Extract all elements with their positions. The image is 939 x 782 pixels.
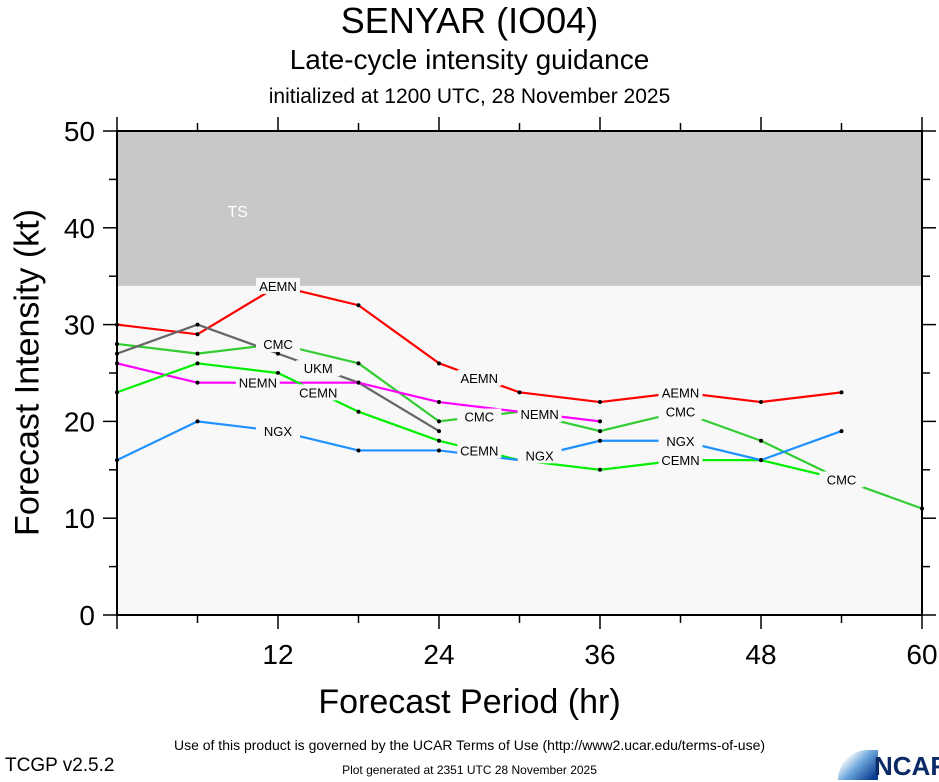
series-label-bg	[457, 369, 502, 386]
series-label: CMC	[464, 410, 494, 425]
data-point	[839, 390, 844, 395]
data-point	[598, 429, 602, 434]
data-point	[115, 341, 119, 346]
data-point	[437, 429, 441, 434]
series-label-bg	[256, 335, 300, 352]
series-label: AEMN	[259, 279, 297, 294]
data-point	[356, 448, 361, 453]
series-label-bg	[296, 360, 341, 377]
data-point	[195, 361, 200, 366]
data-point	[437, 419, 441, 424]
x-tick-label: 48	[745, 639, 776, 670]
plot-frame	[116, 130, 923, 616]
series-label: NEMN	[239, 376, 277, 391]
series-label: NGX	[264, 424, 293, 439]
series-labels: AEMN AEMN AEMN CMC CMC CMC CMC UKM NEMN NEMN CEMN C…	[235, 277, 864, 488]
series-label: AEMN	[460, 371, 498, 386]
data-point	[195, 322, 200, 327]
version-text: TCGP v2.5.2	[5, 755, 115, 776]
x-tick-label: 12	[262, 639, 293, 670]
series-label-bg	[517, 406, 562, 423]
data-point	[839, 429, 844, 434]
data-point	[356, 303, 361, 308]
generated-text: Plot generated at 2351 UTC 28 November 2…	[342, 763, 597, 777]
data-point	[517, 390, 522, 395]
data-point	[598, 419, 602, 424]
series-label: CMC	[666, 405, 696, 420]
data-point	[115, 361, 119, 366]
x-tick-label: 36	[584, 639, 615, 670]
data-point	[356, 409, 361, 414]
series-label-bg	[296, 384, 341, 401]
series-label: CEMN	[299, 385, 337, 400]
y-tick-label: 20	[64, 406, 95, 437]
series-label: AEMN	[662, 385, 700, 400]
series-label: NGX	[666, 434, 695, 449]
data-point	[115, 322, 119, 327]
data-point	[759, 458, 763, 463]
data-point	[276, 371, 280, 375]
chart-subtitle: Late-cycle intensity guidance	[289, 44, 650, 75]
data-point	[356, 380, 361, 385]
data-point	[759, 400, 763, 405]
data-point	[115, 458, 119, 463]
series-label-bg	[819, 471, 864, 488]
band-label: TS	[228, 204, 248, 221]
series-label-bg	[457, 442, 502, 459]
chart-title: SENYAR (IO04)	[340, 0, 599, 41]
chart-init-time: initialized at 1200 UTC, 28 November 202…	[268, 85, 671, 108]
y-tick-label: 40	[64, 213, 95, 244]
series-label-bg	[256, 277, 300, 294]
data-point	[437, 400, 441, 405]
y-tick-label: 50	[64, 116, 95, 147]
series-label-bg	[256, 423, 300, 440]
data-point	[437, 438, 441, 443]
series-label-bg	[658, 432, 703, 449]
data-point	[598, 400, 602, 405]
series-label: NGX	[526, 448, 555, 463]
series-label-bg	[658, 384, 703, 401]
y-tick-label: 30	[64, 310, 95, 341]
data-point	[598, 438, 602, 443]
y-tick-label: 0	[79, 600, 95, 631]
data-point	[195, 351, 200, 356]
terms-text: Use of this product is governed by the U…	[173, 737, 766, 753]
data-point	[920, 506, 924, 511]
ncar-logo: NCAR	[838, 750, 939, 781]
data-point	[437, 361, 441, 366]
series-label-bg	[658, 452, 703, 469]
x-axis-label: Forecast Period (hr)	[318, 683, 621, 721]
data-point	[356, 361, 361, 366]
series-label-bg	[235, 374, 280, 391]
series-label: CMC	[263, 337, 293, 352]
y-tick-label: 10	[64, 503, 95, 534]
data-point	[115, 390, 119, 395]
data-point	[759, 438, 763, 443]
band-ts	[117, 131, 922, 286]
x-tick-label: 24	[423, 639, 454, 670]
series-label: UKM	[304, 361, 333, 376]
series-label: CEMN	[460, 443, 498, 458]
data-point	[276, 351, 280, 356]
series-label-bg	[457, 408, 502, 425]
series-label: NEMN	[520, 407, 558, 422]
ncar-logo-text: NCAR	[874, 751, 939, 781]
y-axis-label: Forecast Intensity (kt)	[8, 209, 47, 536]
x-tick-label: 60	[906, 639, 937, 670]
data-point	[598, 467, 602, 472]
data-point	[437, 448, 441, 453]
data-point	[195, 419, 200, 424]
series-label-bg	[517, 447, 562, 464]
series-label: CEMN	[661, 453, 699, 468]
series-label: CMC	[827, 472, 857, 487]
series-label-bg	[658, 403, 703, 420]
data-point	[195, 380, 200, 385]
data-point	[115, 351, 119, 356]
data-point	[195, 332, 200, 337]
